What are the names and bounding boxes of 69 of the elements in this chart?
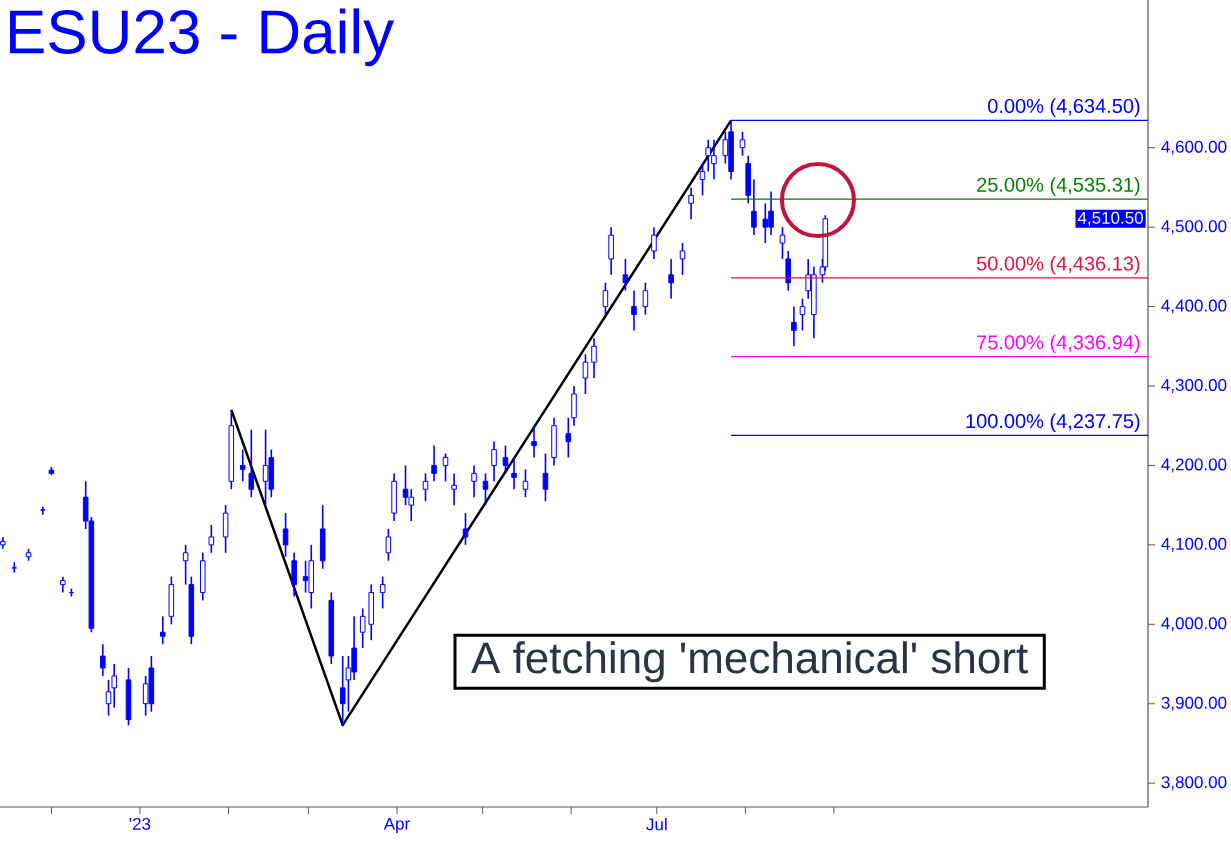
candlestick <box>379 575 386 610</box>
candlestick <box>105 679 112 717</box>
y-tick-label: 4,300.00 <box>1161 378 1227 394</box>
candlestick <box>542 452 549 502</box>
candlestick <box>502 444 509 475</box>
candlestick <box>422 472 429 502</box>
candlestick <box>339 655 346 726</box>
x-tick-label: Jul <box>646 817 667 831</box>
candlestick <box>239 448 246 483</box>
candlestick <box>791 305 797 348</box>
y-tick-label: 4,400.00 <box>1161 299 1227 314</box>
candlestick <box>482 472 489 506</box>
candlestick <box>571 385 577 427</box>
candlestick <box>522 468 529 499</box>
candlestick <box>679 242 686 276</box>
candlestick <box>799 297 806 332</box>
candlestick <box>100 643 106 677</box>
candlestick <box>182 544 189 586</box>
candlestick <box>11 561 18 574</box>
candlestick <box>385 528 392 562</box>
y-tick-label: 4,000.00 <box>1161 617 1227 632</box>
y-tick-label: 4,600.00 <box>1161 140 1227 155</box>
candlestick <box>642 281 649 316</box>
y-tick-label: 4,200.00 <box>1161 458 1227 473</box>
ref-line-label: 25.00% (4,535.31) <box>977 177 1140 196</box>
candlestick <box>739 131 746 157</box>
candlestick <box>442 452 449 483</box>
candlestick <box>699 162 706 197</box>
candlestick <box>248 428 255 499</box>
candlestick <box>668 258 674 300</box>
x-tick-label: '23 <box>129 817 151 830</box>
candlestick <box>462 512 469 546</box>
y-tick-label: 3,900.00 <box>1161 696 1227 711</box>
ref-line-label: 50.00% (4,436.13) <box>976 255 1140 275</box>
candlestick <box>582 353 589 395</box>
candlestick <box>785 250 791 292</box>
candlestick <box>622 258 629 292</box>
candlestick <box>591 337 597 379</box>
candlestick <box>451 472 457 506</box>
candlestick <box>491 440 497 483</box>
candlestick <box>651 226 657 260</box>
candlestick <box>511 456 517 491</box>
candlestick <box>751 178 757 236</box>
candlestick <box>111 663 118 709</box>
candlestick <box>688 186 694 221</box>
candlestick <box>608 226 614 276</box>
y-tick-label: 3,800.00 <box>1161 776 1227 791</box>
ref-line-label: 100.00% (4,237.75) <box>966 413 1140 433</box>
ref-line-label: 0.00% (4,634.50) <box>988 98 1140 117</box>
y-tick-label: 4,500.00 <box>1161 220 1227 235</box>
candlestick <box>431 444 437 483</box>
annotation: 4,510.50 <box>1077 211 1143 226</box>
chart-title: ESU23 - Daily <box>10 8 395 67</box>
candlestick <box>359 607 366 649</box>
candlestick <box>531 424 537 459</box>
candlestick <box>282 512 289 558</box>
ref-line-label: 75.00% (4,336.94) <box>977 334 1140 354</box>
x-tick-label: Apr <box>383 817 410 834</box>
candlestick <box>565 416 572 459</box>
candlestick <box>779 226 786 260</box>
candlestick <box>208 524 215 554</box>
candlestick <box>160 615 166 645</box>
candlestick <box>222 504 229 554</box>
candlestick <box>471 464 477 499</box>
y-tick-label: 4,100.00 <box>1161 537 1227 552</box>
candlestick <box>291 552 297 598</box>
candlestick <box>631 289 637 332</box>
candlestick <box>602 281 609 316</box>
annotation: A fetching 'mechanical' short <box>471 641 1028 683</box>
